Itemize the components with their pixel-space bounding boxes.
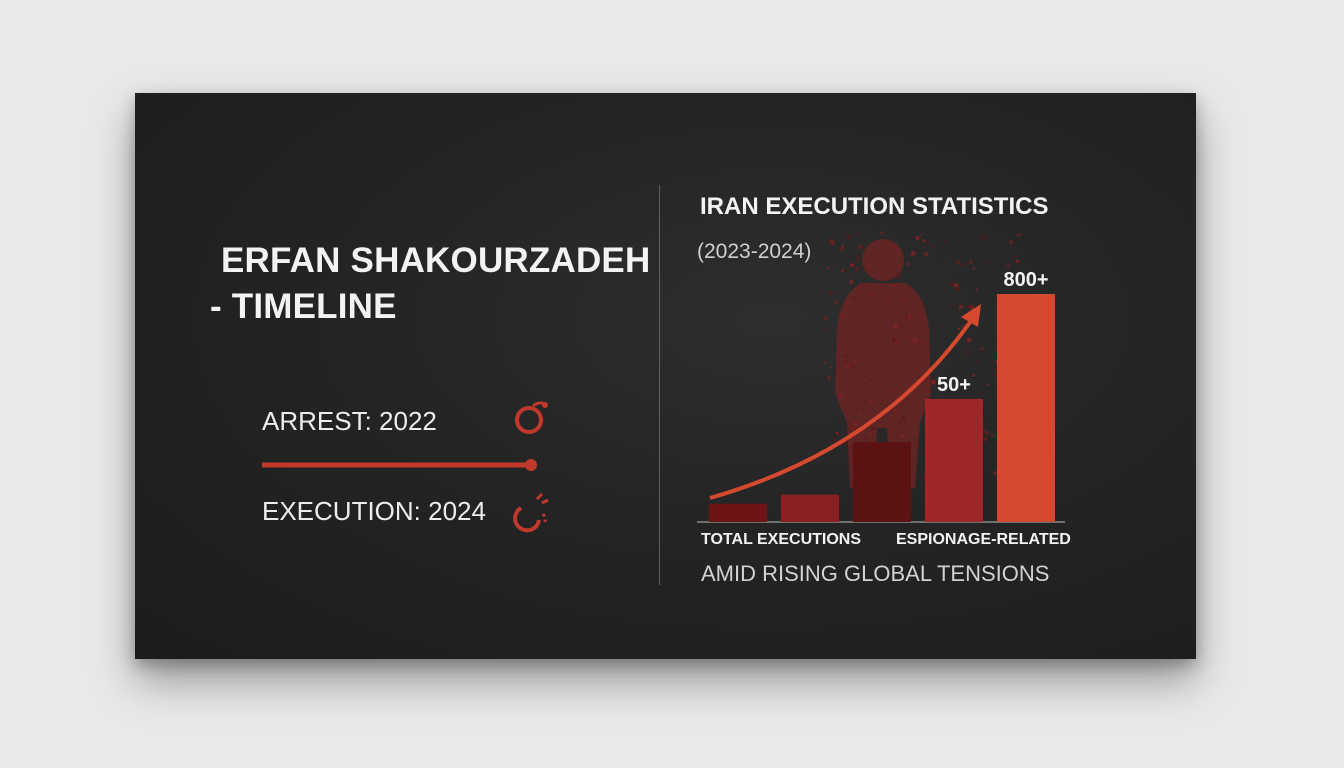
bar-chart: 50+ 800+ [697, 231, 1065, 523]
broken-handcuffs-icon [513, 492, 549, 533]
infographic-card: ERFAN SHAKOURZADEH - TIMELINE ARREST: 20… [135, 93, 1196, 659]
arrest-label: ARREST: 2022 [262, 406, 437, 436]
timeline-marker [525, 459, 537, 471]
timeline-graphics [262, 401, 549, 533]
x-label-total: TOTAL EXECUTIONS [701, 531, 862, 548]
vertical-divider [659, 185, 660, 585]
execution-label: EXECUTION: 2024 [262, 496, 486, 526]
footer-caption: AMID RISING GLOBAL TENSIONS [701, 561, 1050, 586]
chart-title: IRAN EXECUTION STATISTICS [700, 193, 1049, 220]
bar-4 [925, 398, 983, 522]
data-label-5: 800+ [1003, 269, 1048, 291]
trend-arrow [709, 304, 981, 500]
handcuffs-icon [515, 401, 548, 434]
bar-5 [997, 294, 1055, 522]
bar-3 [853, 442, 911, 522]
bar-1 [709, 503, 767, 522]
timeline-title: ERFAN SHAKOURZADEH - TIMELINE [210, 238, 661, 330]
chart-subtitle: (2023-2024) [697, 240, 812, 263]
x-label-espionage: ESPIONAGE-RELATED [896, 531, 1071, 548]
title-line-2: - TIMELINE [210, 287, 397, 326]
title-line-1: ERFAN SHAKOURZADEH [221, 241, 651, 280]
data-label-4: 50+ [937, 374, 971, 396]
bar-2 [781, 494, 839, 522]
silhouette-graphic [835, 239, 931, 488]
